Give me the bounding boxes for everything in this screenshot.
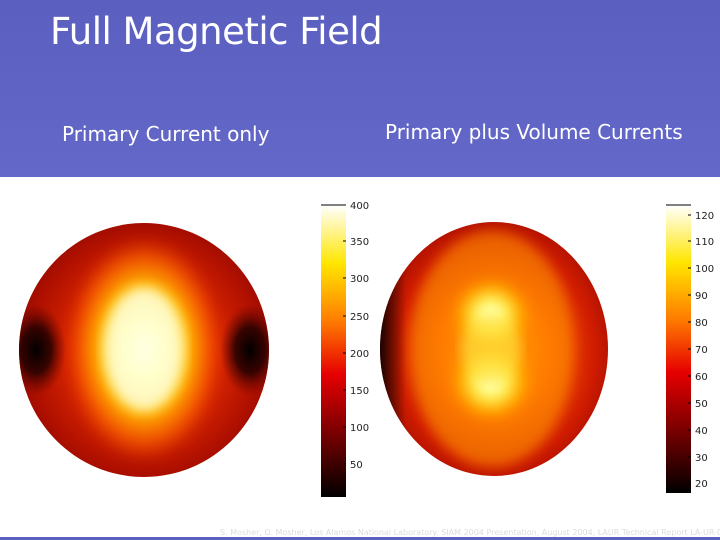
left-tick-300: 300 bbox=[350, 274, 369, 285]
right-tick-100: 100 bbox=[695, 264, 714, 275]
right-tick-120: 120 bbox=[695, 211, 714, 222]
left-field-map bbox=[19, 223, 269, 477]
right-colorbar: 120 110 100 90 80 70 60 50 40 30 20 bbox=[666, 204, 714, 493]
left-tick-150: 150 bbox=[350, 386, 369, 397]
right-caption: Primary plus Volume Currents bbox=[385, 120, 683, 144]
slide-footer-bar bbox=[0, 537, 720, 540]
right-tick-60: 60 bbox=[695, 372, 708, 383]
left-colorbar: 400 350 300 250 200 150 100 50 bbox=[321, 201, 369, 497]
right-tick-40: 40 bbox=[695, 426, 708, 437]
left-tick-250: 250 bbox=[350, 312, 369, 323]
credit-line: S. Mosher, O. Mosher, Los Alamos Nationa… bbox=[220, 528, 720, 537]
right-tick-80: 80 bbox=[695, 318, 708, 329]
slide-header: Full Magnetic Field Primary Current only… bbox=[0, 0, 720, 177]
right-tick-50: 50 bbox=[695, 399, 708, 410]
right-field-map bbox=[380, 222, 608, 476]
left-tick-200: 200 bbox=[350, 349, 369, 360]
right-tick-70: 70 bbox=[695, 345, 708, 356]
right-tick-20: 20 bbox=[695, 479, 708, 490]
magnetic-field-figure: 400 350 300 250 200 150 100 50 bbox=[19, 201, 714, 497]
left-caption: Primary Current only bbox=[62, 122, 270, 146]
right-tick-110: 110 bbox=[695, 237, 714, 248]
left-tick-50: 50 bbox=[350, 460, 363, 471]
left-tick-350: 350 bbox=[350, 237, 369, 248]
left-tick-100: 100 bbox=[350, 423, 369, 434]
right-tick-30: 30 bbox=[695, 453, 708, 464]
right-tick-90: 90 bbox=[695, 291, 708, 302]
left-tick-400: 400 bbox=[350, 201, 369, 212]
slide-title: Full Magnetic Field bbox=[50, 10, 383, 53]
